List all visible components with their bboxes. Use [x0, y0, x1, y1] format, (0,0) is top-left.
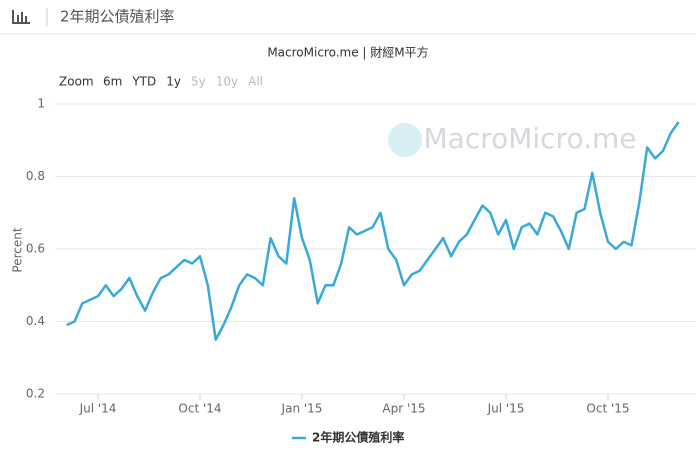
- zoom-button: 5y: [191, 75, 206, 89]
- chart-icon: [12, 10, 30, 24]
- page-title: 2年期公債殖利率: [60, 8, 175, 26]
- line-series: [66, 121, 680, 341]
- watermark: MacroMicro.me: [423, 122, 636, 155]
- zoom-button: 10y: [216, 75, 238, 89]
- y-tick-label: 0.8: [26, 169, 45, 183]
- x-tick-label: Oct '15: [586, 402, 629, 416]
- x-tick-label: Jul '15: [487, 402, 525, 416]
- zoom-button[interactable]: 1y: [166, 75, 181, 89]
- chart-title: MacroMicro.me | 財經M平方: [267, 45, 428, 60]
- zoom-button[interactable]: 6m: [103, 75, 122, 89]
- y-axis-title: Percent: [11, 227, 25, 272]
- x-tick-label: Oct '14: [178, 402, 221, 416]
- watermark-logo: [388, 123, 422, 157]
- x-tick-label: Jan '15: [281, 402, 323, 416]
- y-tick-label: 0.4: [26, 314, 45, 328]
- y-tick-label: 0.6: [26, 242, 45, 256]
- y-tick-label: 1: [37, 97, 45, 111]
- zoom-button[interactable]: YTD: [131, 75, 156, 89]
- legend-label[interactable]: 2年期公債殖利率: [312, 430, 404, 445]
- x-tick-label: Jul '14: [79, 402, 117, 416]
- zoom-button: All: [248, 75, 263, 89]
- y-tick-label: 0.2: [26, 387, 45, 401]
- x-tick-label: Apr '15: [382, 402, 425, 416]
- zoom-label: Zoom: [59, 75, 94, 89]
